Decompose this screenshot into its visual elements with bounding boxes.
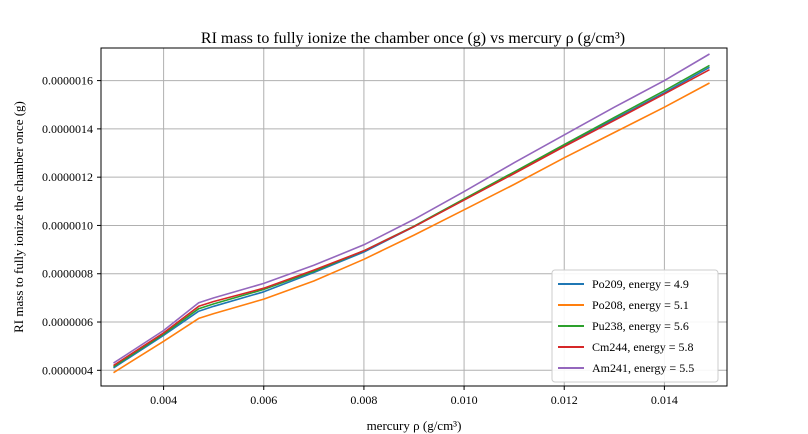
x-tick-label: 0.014 — [651, 393, 678, 407]
grid — [101, 48, 727, 386]
y-tick-label: 0.0000010 — [42, 218, 93, 232]
y-tick-label: 0.0000014 — [42, 122, 93, 136]
x-tick-label: 0.010 — [451, 393, 478, 407]
y-tick-label: 0.0000004 — [42, 363, 93, 377]
legend-label: Po208, energy = 5.1 — [592, 298, 689, 312]
legend-label: Am241, energy = 5.5 — [592, 361, 694, 375]
x-tick-label: 0.008 — [350, 393, 377, 407]
plot-frame — [100, 47, 728, 387]
y-axis-label: RI mass to fully ionize the chamber once… — [11, 101, 26, 333]
x-axis-ticks: 0.004 0.006 0.008 0.010 0.012 0.014 — [150, 386, 678, 407]
x-tick-label: 0.006 — [250, 393, 277, 407]
series-line — [113, 82, 710, 374]
x-tick-label: 0.012 — [551, 393, 578, 407]
legend-box — [551, 269, 719, 383]
legend: Po209, energy = 4.9 Po208, energy = 5.1 Pu… — [551, 269, 719, 383]
series-line — [113, 68, 710, 367]
x-tick-label: 0.004 — [150, 393, 177, 407]
legend-label: Cm244, energy = 5.8 — [592, 340, 694, 354]
series-lines — [113, 53, 710, 374]
series-line — [113, 53, 710, 364]
y-axis-ticks: 0.0000004 0.0000006 0.0000008 0.0000010 0.00… — [42, 74, 101, 377]
legend-label: Po209, energy = 4.9 — [592, 277, 689, 291]
y-tick-label: 0.0000016 — [42, 74, 93, 88]
x-axis-label: mercury ρ (g/cm³) — [367, 418, 462, 433]
y-tick-label: 0.0000012 — [42, 170, 93, 184]
chart-title: RI mass to fully ionize the chamber once… — [201, 30, 625, 47]
legend-label: Pu238, energy = 5.6 — [592, 319, 689, 333]
y-tick-label: 0.0000008 — [42, 267, 93, 281]
y-tick-label: 0.0000006 — [42, 315, 93, 329]
